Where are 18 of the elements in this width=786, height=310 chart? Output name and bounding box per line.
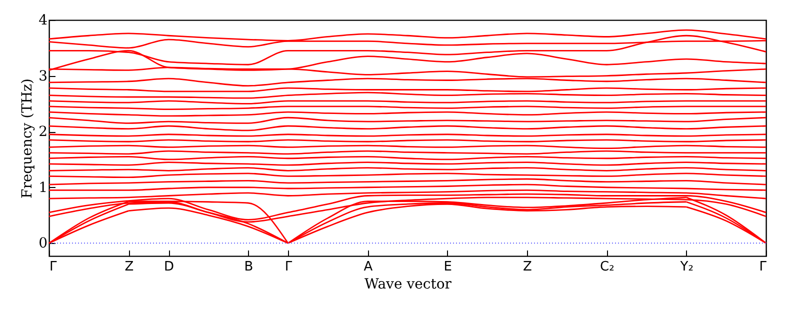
y-tick-label: 2 (38, 124, 48, 140)
x-tick-label: A (364, 260, 373, 274)
x-tick-label: D (164, 260, 174, 274)
x-tick-label: Z (523, 260, 532, 274)
y-axis-title: Frequency (THz) (20, 78, 36, 199)
x-tick-label: Z (124, 260, 134, 274)
x-tick-label: Γ (50, 260, 58, 274)
x-tick-label: B (244, 260, 254, 274)
y-tick-label: 3 (38, 68, 48, 84)
x-axis-title: Wave vector (364, 276, 452, 292)
x-tick-label: C₂ (600, 260, 614, 274)
x-tick-label: Γ (284, 260, 293, 274)
x-tick-label: E (444, 260, 452, 274)
y-tick-label: 1 (38, 180, 48, 196)
y-tick-label: 0 (38, 236, 48, 252)
x-tick-label: Y₂ (679, 260, 694, 274)
y-tick-label: 4 (38, 12, 48, 28)
x-tick-label: Γ (759, 260, 768, 274)
